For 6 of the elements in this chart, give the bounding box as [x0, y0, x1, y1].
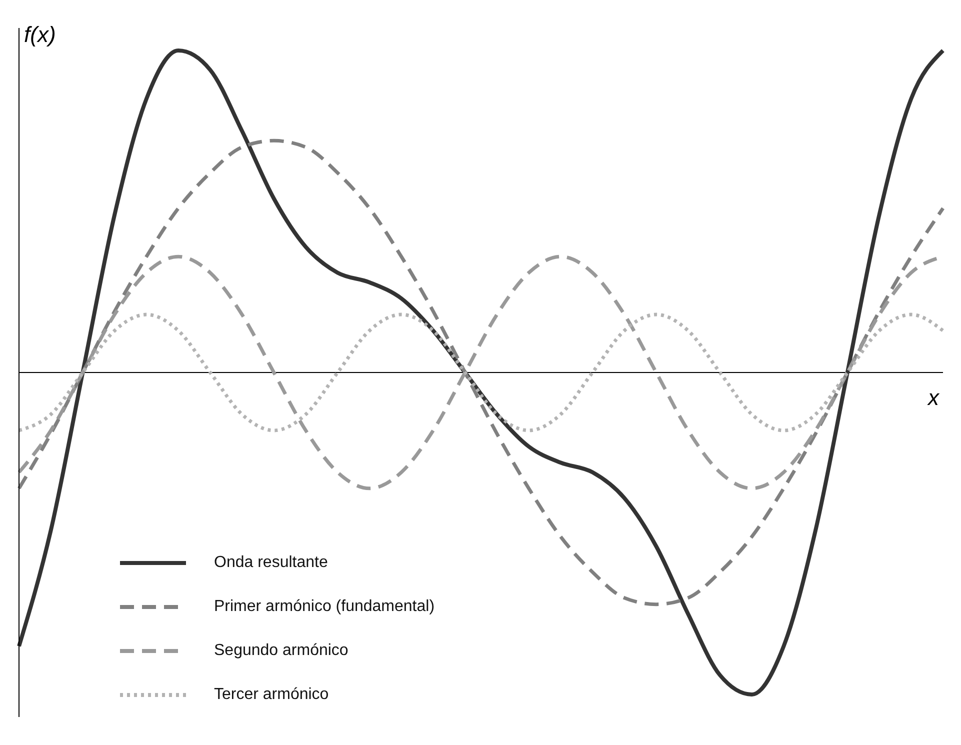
x-axis-title: x [928, 384, 939, 410]
y-axis-title: f(x) [24, 22, 56, 48]
legend-label: Tercer armónico [214, 686, 329, 704]
legend-label: Segundo armónico [214, 642, 348, 660]
legend-label: Primer armónico (fundamental) [214, 598, 435, 616]
legend-label: Onda resultante [214, 554, 328, 572]
